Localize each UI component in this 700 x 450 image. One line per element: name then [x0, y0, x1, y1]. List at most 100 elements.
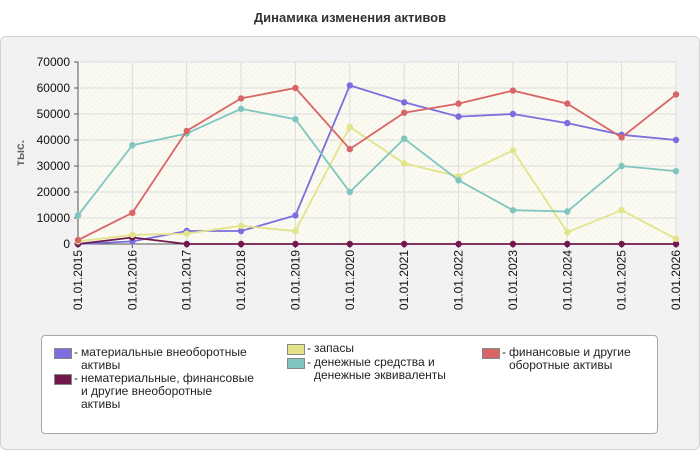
data-point	[346, 123, 354, 131]
data-point	[509, 110, 517, 118]
legend-dash: -	[307, 341, 311, 355]
y-tick-label: 10000	[37, 211, 71, 225]
series-line	[77, 84, 677, 245]
y-tick-label: 0	[63, 237, 70, 251]
x-tick-label: 01.01.2020	[343, 250, 357, 310]
legend-swatch	[54, 374, 72, 385]
data-point	[455, 240, 462, 248]
data-point	[618, 134, 625, 141]
legend-dash: -	[307, 355, 311, 369]
data-point	[564, 229, 571, 236]
data-point	[74, 212, 82, 219]
legend-label: финансовые и другие оборотные активы	[509, 345, 631, 372]
data-point	[400, 109, 408, 116]
y-tick-label: 30000	[37, 159, 71, 173]
legend-dash: -	[74, 345, 78, 359]
data-point	[400, 135, 408, 142]
legend-label: нематериальные, финансовые и другие внео…	[81, 371, 254, 411]
x-tick-label: 01.01.2015	[71, 250, 85, 310]
data-point	[292, 212, 299, 219]
x-tick-label: 01.01.2024	[560, 250, 574, 310]
x-tick-label: 01.01.2018	[234, 250, 248, 310]
data-point	[455, 100, 462, 107]
y-axis-label: тыс.	[13, 140, 27, 166]
series-line	[77, 87, 677, 241]
data-point	[672, 168, 680, 175]
x-tick-label: 01.01.2025	[615, 250, 629, 310]
data-point	[564, 208, 571, 215]
legend-item: - запасы	[287, 342, 457, 355]
data-point	[564, 240, 571, 248]
y-tick-label: 20000	[37, 185, 71, 199]
data-point	[455, 177, 462, 184]
legend-swatch	[287, 358, 305, 369]
data-point	[237, 222, 245, 229]
data-point	[292, 116, 299, 123]
data-point	[237, 105, 245, 113]
data-point	[237, 227, 245, 235]
data-point	[509, 207, 517, 214]
x-axis-ticks: 01.01.2015 01.01.2016 01.01.2017 01.01.2018…	[71, 244, 683, 310]
data-point	[183, 240, 190, 248]
data-point	[618, 207, 625, 214]
y-axis-ticks: 0 10000 20000 30000 40000 50000 60000 70000	[37, 55, 78, 251]
data-point	[183, 127, 190, 135]
data-point	[618, 240, 625, 248]
series-line	[77, 236, 676, 245]
series-layer	[74, 82, 680, 248]
series	[74, 84, 680, 244]
legend-item: - финансовые и другие оборотные активы	[482, 346, 652, 372]
data-point	[292, 240, 299, 248]
y-tick-label: 40000	[37, 133, 71, 147]
data-point	[509, 147, 517, 154]
series-line	[77, 125, 677, 243]
x-tick-label: 01.01.2022	[452, 250, 466, 310]
data-point	[292, 84, 299, 92]
data-point	[346, 82, 354, 89]
series-line	[77, 107, 677, 216]
data-point	[455, 113, 462, 120]
data-point	[400, 240, 408, 248]
x-tick-label: 01.01.2016	[125, 250, 139, 310]
legend: - материальные внеоборотные активы - нем…	[41, 335, 658, 434]
y-tick-label: 70000	[37, 55, 71, 69]
x-tick-label: 01.01.2017	[180, 250, 194, 310]
legend-item: - денежные средства и денежные эквивален…	[287, 356, 467, 382]
data-point	[564, 119, 571, 127]
data-point	[400, 160, 408, 167]
plot-area	[78, 62, 676, 244]
y-tick-label: 50000	[37, 107, 71, 121]
data-point	[129, 209, 136, 216]
x-tick-label: 01.01.2021	[397, 250, 411, 310]
chart-title: Динамика изменения активов	[253, 10, 447, 25]
data-point	[672, 136, 680, 144]
data-point	[564, 100, 571, 107]
legend-dash: -	[502, 345, 506, 359]
data-point	[237, 240, 245, 248]
series	[74, 234, 680, 248]
data-point	[672, 235, 680, 242]
data-point	[74, 236, 82, 244]
legend-swatch	[54, 348, 72, 359]
data-point	[509, 240, 517, 248]
legend-swatch	[287, 344, 305, 355]
legend-label: запасы	[314, 341, 354, 355]
data-point	[672, 240, 680, 248]
data-point	[509, 87, 517, 94]
legend-swatch	[482, 348, 500, 359]
legend-label: материальные внеоборотные активы	[81, 345, 247, 372]
legend-label: денежные средства и денежные эквиваленты	[314, 355, 446, 382]
legend-item: - нематериальные, финансовые и другие вн…	[54, 372, 254, 411]
data-point	[400, 99, 408, 106]
series	[74, 123, 680, 245]
data-point	[346, 188, 354, 196]
legend-item: - материальные внеоборотные активы	[54, 346, 264, 372]
data-point	[129, 231, 136, 239]
data-point	[618, 162, 625, 170]
legend-dash: -	[74, 371, 78, 385]
data-point	[129, 142, 136, 149]
data-point	[183, 230, 190, 237]
series	[74, 105, 680, 219]
x-tick-label: 01.01.2026	[669, 250, 683, 310]
